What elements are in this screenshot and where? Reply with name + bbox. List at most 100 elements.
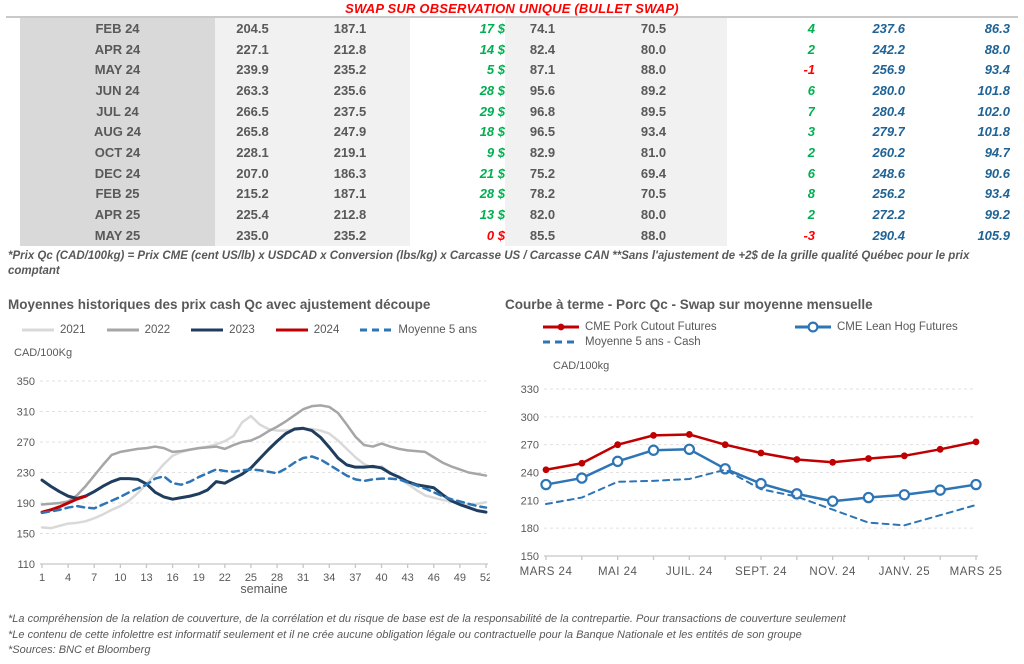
legend-label: Moyenne 5 ans [398,324,477,336]
table-cell: 239.9 [215,59,290,81]
table-cell: 280.0 [872,82,905,98]
svg-text:230: 230 [17,468,35,480]
table-cell: 5 $ [486,62,505,78]
table-cell: 81.0 [580,142,727,163]
table-cell: 187.1 [290,183,410,205]
table-cell: 87.1 [505,59,580,81]
table-row: MAY 24 239.9 235.2 5 $87.1 88.0 -1 256.9 93.4 [20,59,1010,81]
svg-text:SEPT. 24: SEPT. 24 [735,566,787,578]
table-row: APR 24 227.1 212.8 14 $82.4 80.0 2 242.2 88.0 [20,38,1010,60]
table-cell: 290.4 [872,227,905,243]
table-cell: 237.5 [290,100,410,122]
table-cell: MAY 24 [20,59,215,81]
svg-text:270: 270 [17,437,35,449]
svg-text:110: 110 [17,559,35,571]
legend-swatch-line [275,328,308,332]
table-cell: 235.0 [215,224,290,246]
svg-text:300: 300 [521,412,539,424]
table-row: FEB 24 204.5 187.1 17 $74.1 70.5 4 237.6 86.3 [20,18,1010,39]
table-cell: -3 [803,227,815,243]
table-cell: 90.6 [984,165,1010,181]
table-cell: 94.7 [984,144,1010,160]
table-row: MAY 25 235.0 235.2 0 $85.5 88.0 -3 290.4 105.9 [20,224,1010,246]
legend-item: 2023 [190,324,255,336]
svg-text:49: 49 [454,572,466,584]
svg-text:46: 46 [428,572,440,584]
table-cell: 93.4 [984,186,1010,202]
table-cell: 248.6 [872,165,905,181]
svg-text:NOV. 24: NOV. 24 [809,566,856,578]
left-chart: 110 150 190 230 270 310 350 1 4 7 10 13 16 19 22 25 28 31… [8,366,492,611]
legend-item: 2021 [21,324,86,336]
svg-text:JANV. 25: JANV. 25 [879,566,931,578]
svg-text:MAI 24: MAI 24 [598,566,638,578]
svg-text:180: 180 [521,523,539,535]
svg-text:7: 7 [91,572,97,584]
table-cell: APR 24 [20,38,215,60]
table-cell: 21 $ [479,165,505,181]
svg-text:10: 10 [114,572,126,584]
table-title: SWAP SUR OBSERVATION UNIQUE (BULLET SWAP… [345,1,679,16]
table-row: JUL 24 266.5 237.5 29 $96.8 89.5 7 280.4 102.0 [20,100,1010,122]
table-cell: MAY 25 [20,224,215,246]
table-cell: 88.0 [580,224,727,246]
bullet-swap-table: FEB 24 204.5 187.1 17 $74.1 70.5 4 237.6 86.3 AP… [20,18,1010,246]
table-cell: 256.9 [872,62,905,78]
svg-text:310: 310 [17,407,35,419]
table-cell: 102.0 [977,103,1010,119]
table-cell: 80.0 [580,38,727,60]
table-cell: 219.1 [290,142,410,163]
legend-swatch-marker-line [543,323,579,331]
svg-text:25: 25 [245,572,257,584]
svg-text:28: 28 [271,572,283,584]
table-cell: 80.0 [580,204,727,225]
table-footnote: *Prix Qc (CAD/100kg) = Prix CME (cent US… [8,250,970,277]
table-cell: 89.5 [580,100,727,122]
footer-line: *Le contenu de cette infolettre est info… [8,628,802,641]
svg-text:MARS 25: MARS 25 [950,566,1003,578]
table-row: OCT 24 228.1 219.1 9 $82.9 81.0 2 260.2 94.7 [20,142,1010,163]
line-chart-svg: 150 180 210 240 270 300 330 MARS 24 MAI 24 JUIL. … [520,384,1003,578]
table-cell: 88.0 [580,59,727,81]
svg-text:52: 52 [480,572,490,584]
table-cell: 242.2 [872,41,905,57]
legend-label: 2022 [144,324,171,336]
svg-text:37: 37 [349,572,361,584]
table-cell: 7 [807,103,815,119]
table-cell: 260.2 [872,144,905,160]
legend-item: CME Pork Cutout Futures [542,321,794,333]
svg-text:40: 40 [375,572,387,584]
table-cell: 247.9 [290,121,410,143]
table-cell: 265.8 [215,121,290,143]
legend-label: CME Pork Cutout Futures [585,321,717,333]
right-chart-title: Courbe à terme - Porc Qc - Swap sur moye… [505,297,873,312]
legend-item: Moyenne 5 ans [359,324,477,336]
right-chart-legend: CME Pork Cutout Futures CME Lean Hog Futu… [542,321,1012,348]
table-cell: 2 [807,41,815,57]
svg-text:1: 1 [39,572,45,584]
disclaimer-footer: *La compréhension de la relation de couv… [8,612,1016,659]
legend-label: CME Lean Hog Futures [837,321,958,333]
table-cell: 28 $ [479,186,505,202]
line-chart-svg: 110 150 190 230 270 310 350 1 4 7 10 13 16 19 22 25 28 31… [17,376,492,596]
table-cell: 14 $ [479,41,505,57]
table-cell: 237.6 [872,20,905,36]
table-cell: 88.0 [984,41,1010,57]
svg-text:semaine: semaine [240,582,287,596]
table-cell: 82.9 [505,142,580,163]
svg-text:210: 210 [521,495,539,507]
legend-item: CME Lean Hog Futures [794,321,958,333]
table-cell: 96.5 [505,121,580,143]
table-cell: 2 [807,207,815,223]
table-top-rule [6,16,1018,18]
legend-swatch-dashed-line [360,328,393,332]
table-cell: 263.3 [215,80,290,101]
table-cell: 0 $ [486,227,505,243]
svg-text:190: 190 [17,498,35,510]
svg-text:240: 240 [521,468,539,480]
svg-text:270: 270 [521,440,539,452]
legend-swatch-line [21,328,54,332]
table-cell: 28 $ [479,82,505,98]
table-cell: 69.4 [580,162,727,184]
left-chart-title: Moyennes historiques des prix cash Qc av… [8,297,431,312]
